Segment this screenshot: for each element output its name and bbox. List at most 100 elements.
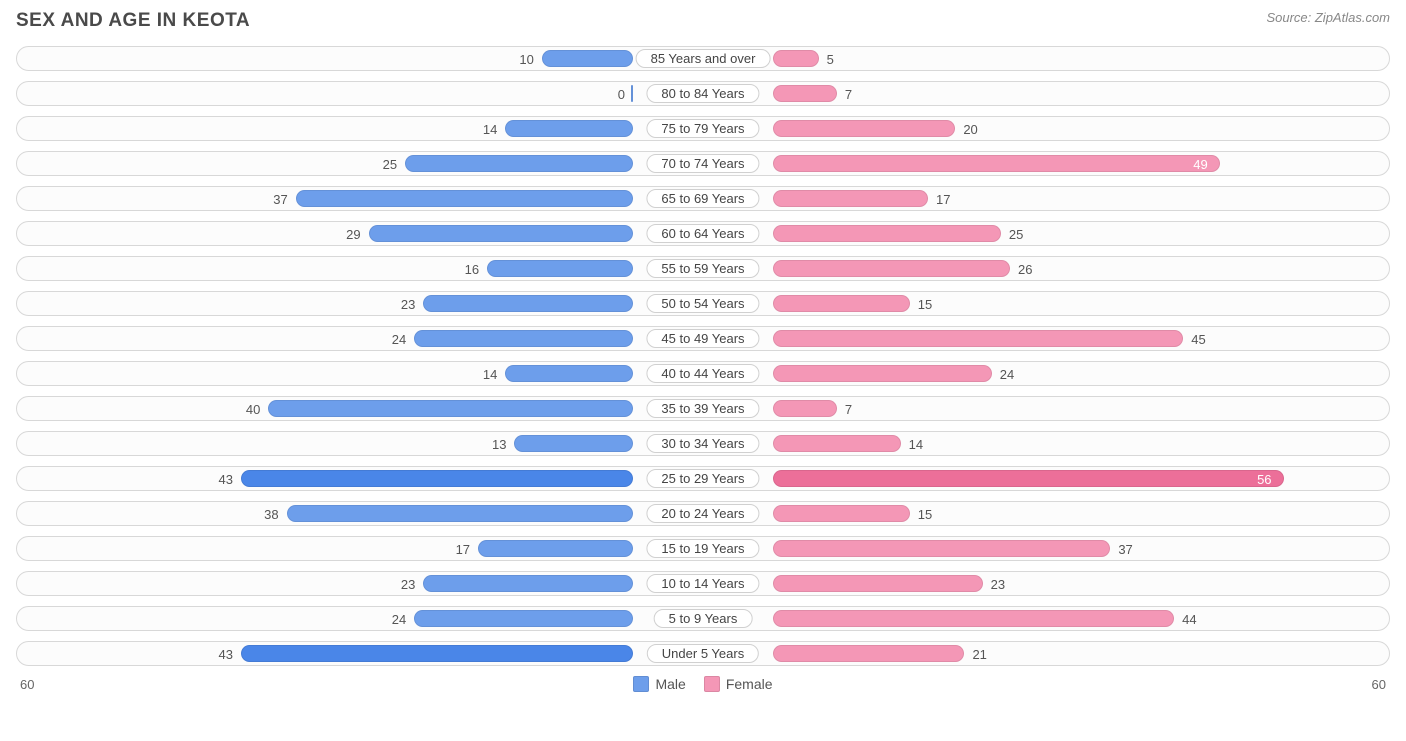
male-bar [487,260,633,277]
female-value-label: 45 [1191,327,1205,352]
male-value-label: 38 [264,502,278,527]
female-value-label: 7 [845,397,852,422]
pyramid-row: 131430 to 34 Years [16,431,1390,456]
age-category-label: 25 to 29 Years [646,469,759,488]
axis-max-left: 60 [20,677,34,692]
male-value-label: 16 [465,257,479,282]
age-category-label: 20 to 24 Years [646,504,759,523]
age-category-label: 75 to 79 Years [646,119,759,138]
female-bar [773,540,1110,557]
female-bar [773,505,910,522]
age-category-label: 30 to 34 Years [646,434,759,453]
male-value-label: 17 [456,537,470,562]
pyramid-row: 23 15 50 to 54 Years [16,291,1390,316]
female-value-label: 15 [918,292,932,317]
male-bar [423,295,633,312]
legend-label: Female [726,676,773,692]
age-category-label: 85 Years and over [636,49,771,68]
legend-label: Male [655,676,685,692]
age-category-label: 80 to 84 Years [646,84,759,103]
female-bar [773,295,910,312]
female-value-label: 21 [972,642,986,667]
male-value-label: 14 [483,362,497,387]
male-value-label: 23 [401,292,415,317]
pyramid-row: 17 37 15 to 19 Years [16,536,1390,561]
female-bar [773,645,964,662]
female-value-label: 14 [909,432,923,457]
pyramid-row: 435625 to 29 Years [16,466,1390,491]
pyramid-row: 43 21 Under 5 Years [16,641,1390,666]
age-category-label: 15 to 19 Years [646,539,759,558]
female-value-label: 56 [1251,467,1277,492]
male-value-label: 40 [246,397,260,422]
female-value-label: 7 [845,82,852,107]
age-category-label: 70 to 74 Years [646,154,759,173]
male-bar [241,470,633,487]
male-bar [631,85,633,102]
female-value-label: 25 [1009,222,1023,247]
female-bar [773,50,819,67]
male-bar [268,400,633,417]
female-bar [773,225,1001,242]
age-category-label: Under 5 Years [647,644,759,663]
age-category-label: 40 to 44 Years [646,364,759,383]
female-bar [773,190,928,207]
male-bar [414,610,633,627]
female-value-label: 44 [1182,607,1196,632]
female-bar [773,610,1174,627]
age-category-label: 10 to 14 Years [646,574,759,593]
age-category-label: 50 to 54 Years [646,294,759,313]
pyramid-row: 40 7 35 to 39 Years [16,396,1390,421]
male-bar [505,365,633,382]
pyramid-row: 14 24 40 to 44 Years [16,361,1390,386]
female-value-label: 15 [918,502,932,527]
female-value-label: 17 [936,187,950,212]
pyramid-row: 244545 to 49 Years [16,326,1390,351]
female-bar [773,85,837,102]
chart-source: Source: ZipAtlas.com [1266,10,1390,25]
female-bar [773,330,1183,347]
legend-item: Male [633,676,685,692]
legend-swatch [704,676,720,692]
female-value-label: 24 [1000,362,1014,387]
age-category-label: 65 to 69 Years [646,189,759,208]
chart-header: SEX AND AGE IN KEOTA Source: ZipAtlas.co… [16,10,1390,32]
male-value-label: 25 [383,152,397,177]
female-value-label: 23 [991,572,1005,597]
female-value-label: 37 [1118,537,1132,562]
male-bar [287,505,633,522]
pyramid-row: 142075 to 79 Years [16,116,1390,141]
age-category-label: 45 to 49 Years [646,329,759,348]
legend: Male Female [633,676,772,692]
male-value-label: 37 [273,187,287,212]
female-value-label: 49 [1187,152,1213,177]
pyramid-row: 162655 to 59 Years [16,256,1390,281]
male-bar [369,225,633,242]
male-bar [414,330,633,347]
pyramid-row: 37 17 65 to 69 Years [16,186,1390,211]
male-bar [542,50,633,67]
male-bar [423,575,633,592]
female-value-label: 20 [963,117,977,142]
pyramid-row: 232310 to 14 Years [16,571,1390,596]
pyramid-row: 10585 Years and over [16,46,1390,71]
age-category-label: 35 to 39 Years [646,399,759,418]
female-bar [773,260,1010,277]
pyramid-row: 0780 to 84 Years [16,81,1390,106]
female-bar [773,155,1220,172]
male-value-label: 43 [219,642,233,667]
male-bar [514,435,633,452]
pyramid-row: 24445 to 9 Years [16,606,1390,631]
pyramid-row: 38 15 20 to 24 Years [16,501,1390,526]
legend-swatch [633,676,649,692]
female-bar [773,435,901,452]
female-bar [773,575,983,592]
male-bar [505,120,633,137]
age-category-label: 60 to 64 Years [646,224,759,243]
female-bar [773,400,837,417]
female-bar [773,120,955,137]
male-bar [405,155,633,172]
female-value-label: 26 [1018,257,1032,282]
female-bar [773,470,1284,487]
chart-footer: 60 MaleFemale 60 [16,676,1390,692]
